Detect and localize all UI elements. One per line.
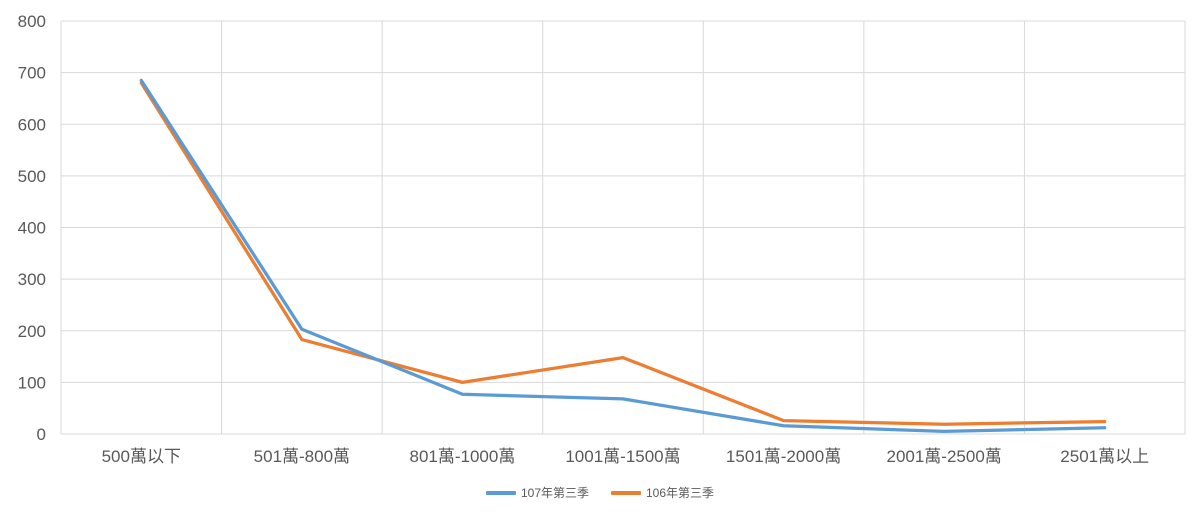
legend-line-swatch-orange	[611, 491, 641, 495]
y-tick-label: 400	[18, 219, 46, 238]
y-tick-label: 200	[18, 322, 46, 341]
legend-label-series-1: 106年第三季	[646, 486, 715, 500]
y-tick-label: 500	[18, 167, 46, 186]
x-axis-label: 500萬以下	[102, 447, 181, 466]
y-tick-label: 0	[37, 425, 46, 444]
x-axis-label: 1001萬-1500萬	[565, 447, 680, 466]
y-tick-label: 100	[18, 373, 46, 392]
series-line-107年第三季[interactable]	[139, 78, 1107, 434]
y-tick-label: 800	[18, 12, 46, 31]
series-line-106年第三季[interactable]	[139, 81, 1107, 426]
x-axis-label: 2501萬以上	[1060, 447, 1149, 466]
x-axis-label: 2001萬-2500萬	[886, 447, 1001, 466]
y-tick-label: 600	[18, 115, 46, 134]
x-axis-label: 1501萬-2000萬	[726, 447, 841, 466]
y-tick-label: 300	[18, 270, 46, 289]
x-axis-label: 501萬-800萬	[254, 447, 350, 466]
legend-item-series-0[interactable]: 107年第三季	[485, 486, 589, 500]
y-tick-label: 700	[18, 64, 46, 83]
legend-line-swatch-blue	[485, 491, 516, 495]
legend-label-series-0: 107年第三季	[520, 486, 589, 500]
legend-item-series-1[interactable]: 106年第三季	[611, 487, 714, 499]
x-axis-label: 801萬-1000萬	[410, 447, 516, 466]
legend: 107年第三季 106年第三季	[0, 487, 1200, 499]
